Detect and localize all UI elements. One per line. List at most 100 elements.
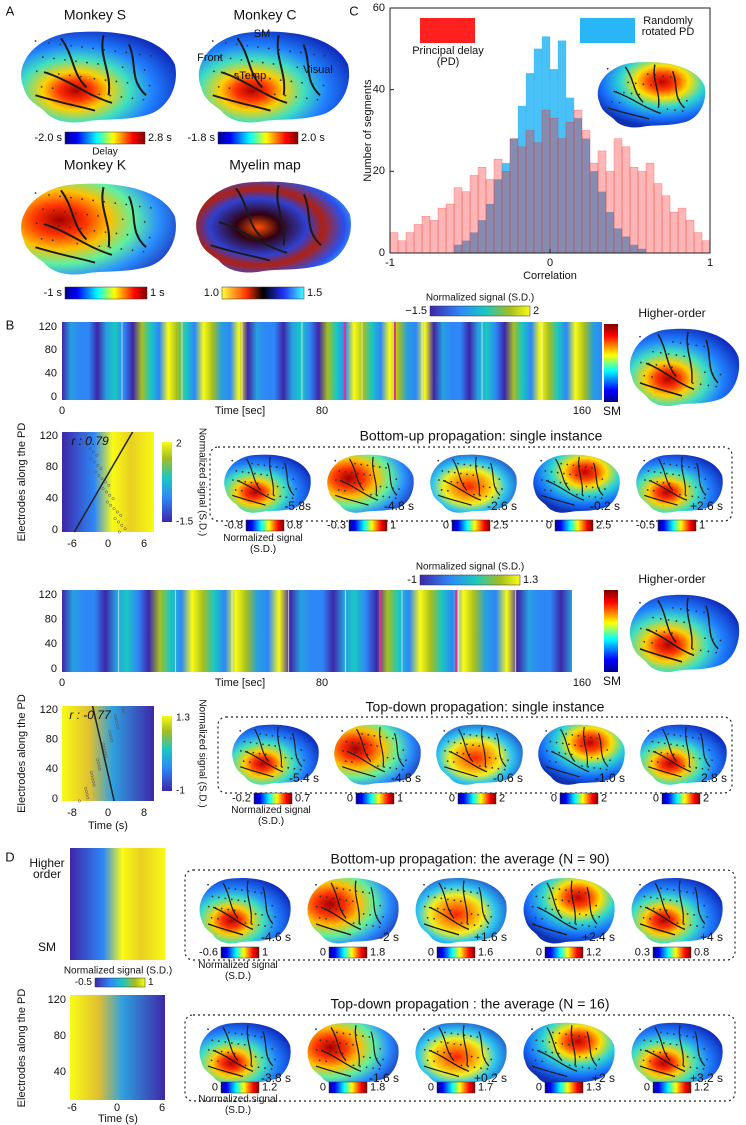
- peak-point: [95, 453, 99, 457]
- peak-point: [87, 437, 91, 441]
- peak-point: [88, 447, 92, 451]
- electrode: [643, 459, 646, 462]
- electrode: [548, 1041, 551, 1043]
- electrode: [228, 87, 231, 90]
- electrode: [316, 98, 319, 101]
- electrode: [554, 1042, 557, 1044]
- electrode: [650, 760, 653, 763]
- colorbar-max: 2.5: [596, 519, 611, 531]
- electrode: [571, 1034, 574, 1037]
- electrode: [317, 69, 320, 71]
- electrode: [574, 744, 576, 747]
- electrode: [679, 342, 682, 344]
- electrode: [125, 51, 128, 54]
- electrode: [470, 1035, 472, 1037]
- electrode: [341, 1052, 344, 1055]
- electrode: [40, 237, 43, 240]
- electrode: [315, 905, 318, 908]
- y-tick-label: 80: [45, 614, 57, 626]
- electrode: [149, 54, 152, 57]
- peak-point: [114, 717, 118, 721]
- electrode: [659, 471, 662, 474]
- peak-point: [96, 758, 100, 762]
- electrode: [366, 753, 369, 756]
- electrode: [581, 1066, 584, 1069]
- colorbar-min: 0: [546, 519, 552, 531]
- electrode: [568, 1064, 571, 1067]
- electrode: [388, 496, 391, 499]
- electrode: [531, 1028, 533, 1031]
- electrode: [258, 752, 261, 755]
- electrode: [230, 1042, 233, 1044]
- electrode: [115, 232, 118, 235]
- electrode: [531, 905, 534, 908]
- electrode: [263, 92, 265, 94]
- electrode: [335, 1051, 338, 1054]
- electrode: [665, 472, 668, 475]
- axis-end-label: Higher-order: [638, 306, 705, 320]
- electrode: [450, 888, 453, 891]
- electrode: [318, 916, 321, 919]
- electrode: [469, 464, 472, 467]
- electrode: [669, 1042, 672, 1045]
- electrode: [242, 760, 245, 763]
- electrode: [251, 462, 254, 465]
- electrode: [342, 750, 344, 752]
- electrode: [687, 466, 690, 468]
- electrode: [92, 199, 95, 202]
- electrode: [581, 924, 584, 926]
- histogram-bar: [549, 118, 559, 254]
- electrode: [59, 195, 61, 198]
- electrode: [335, 479, 337, 481]
- electrode: [567, 900, 570, 903]
- electrode: [711, 638, 714, 641]
- electrode: [507, 759, 509, 762]
- electrode: [662, 75, 664, 77]
- electrode: [584, 466, 587, 468]
- electrode: [254, 913, 257, 915]
- peak-point: [115, 510, 119, 514]
- electrode: [114, 202, 117, 205]
- electrode: [472, 474, 475, 477]
- electrode: [692, 756, 695, 759]
- electrode: [254, 1055, 257, 1058]
- electrode: [282, 486, 285, 489]
- y-tick-label: 0: [379, 247, 385, 259]
- electrode: [457, 889, 459, 892]
- electrode: [477, 1056, 480, 1059]
- electrode: [609, 759, 611, 762]
- time-label: -2 s: [379, 930, 399, 944]
- time-label: -1.0 s: [595, 771, 625, 785]
- electrode: [79, 75, 82, 78]
- electrode: [438, 479, 440, 481]
- y-tick-label: 40: [54, 1066, 66, 1078]
- electrode: [467, 923, 469, 926]
- colorbar: [220, 1081, 260, 1094]
- electrode: [363, 473, 365, 476]
- electrode: [251, 1065, 253, 1068]
- electrode: [638, 93, 641, 96]
- electrode: [64, 210, 66, 213]
- electrode: [591, 467, 593, 469]
- electrode: [655, 629, 658, 632]
- histogram-bar: [405, 232, 415, 254]
- electrode: [686, 1055, 689, 1058]
- colorbar-caption: Normalized signal (S.D.): [223, 533, 303, 555]
- peak-point: [113, 517, 117, 521]
- electrode: [590, 756, 593, 759]
- electrode: [366, 464, 369, 467]
- peak-point: [93, 470, 97, 474]
- pd-colorbar: [604, 590, 618, 672]
- colorbar-min: 0: [347, 792, 353, 804]
- time-label: +0.2 s: [474, 1071, 507, 1085]
- electrode: [652, 489, 655, 492]
- peak-point: [84, 790, 88, 793]
- electrode: [470, 1055, 473, 1058]
- peak-point: [108, 493, 112, 497]
- electrode: [240, 58, 243, 61]
- histogram-bar: [621, 146, 631, 254]
- electrode: [243, 740, 246, 743]
- brain-map: [197, 30, 351, 124]
- electrode: [666, 752, 669, 755]
- electrode: [571, 734, 574, 736]
